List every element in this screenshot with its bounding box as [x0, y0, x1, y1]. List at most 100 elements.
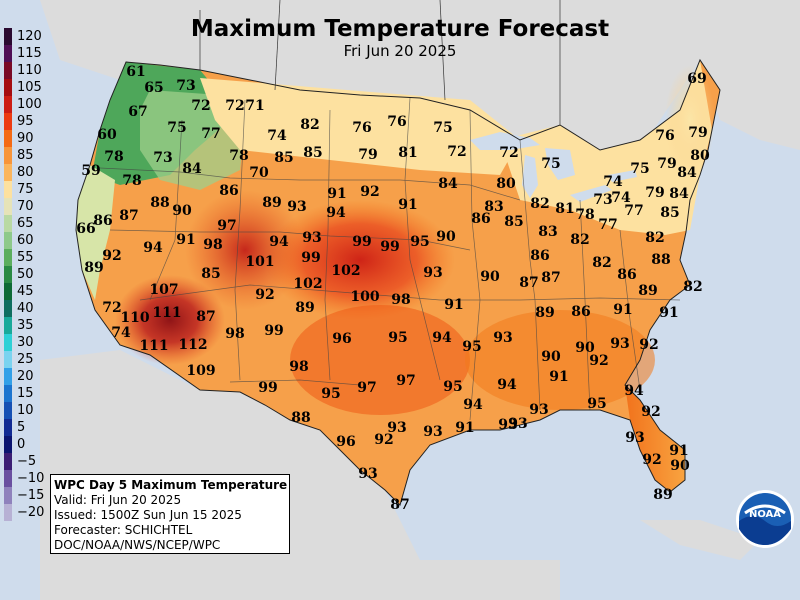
temperature-value: 88 [651, 252, 670, 268]
temperature-value: 98 [225, 326, 244, 342]
legend-value: 100 [17, 97, 42, 112]
ne-cool-core [665, 65, 715, 175]
legend-entry: 120 [0, 28, 48, 45]
map-title: Maximum Temperature Forecast [190, 16, 610, 42]
legend-value: 65 [17, 216, 34, 231]
legend-entry: 75 [0, 181, 48, 198]
legend-color-swatch [4, 487, 12, 504]
temperature-value: 93 [423, 424, 442, 440]
temperature-value: 83 [484, 199, 503, 215]
temperature-value: 94 [269, 234, 289, 250]
temperature-value: 90 [436, 229, 456, 245]
temperature-value: 109 [186, 363, 215, 379]
noaa-logo: NOAA [736, 490, 794, 548]
legend-entry: 70 [0, 198, 48, 215]
northern-tier-cool [200, 78, 520, 175]
temperature-value: 59 [81, 163, 100, 179]
temperature-value: 93 [302, 230, 321, 246]
temperature-value: 95 [462, 339, 481, 355]
utah-heat [185, 190, 305, 310]
temperature-value: 97 [357, 380, 376, 396]
temperature-value: 84 [182, 161, 202, 177]
temperature-value: 99 [301, 250, 320, 266]
legend-color-swatch [4, 215, 12, 232]
temperature-value: 60 [97, 127, 117, 143]
organization: DOC/NOAA/NWS/NCEP/WPC [54, 538, 221, 552]
temperature-value: 98 [391, 292, 410, 308]
temperature-value: 102 [293, 276, 322, 292]
legend-value: 55 [17, 250, 34, 265]
noaa-logo-text: NOAA [749, 509, 781, 520]
temperature-value: 88 [291, 410, 310, 426]
temperature-value: 78 [122, 173, 141, 189]
legend-color-swatch [4, 334, 12, 351]
temperature-value: 95 [388, 330, 407, 346]
temperature-value: 91 [176, 232, 195, 248]
temperature-value: 84 [677, 165, 697, 181]
temperature-value: 82 [683, 279, 702, 295]
temperature-value: 94 [326, 205, 346, 221]
temperature-value: 87 [119, 208, 138, 224]
legend-value: −15 [17, 488, 45, 503]
temperature-value: 81 [398, 145, 417, 161]
temperature-value: 89 [295, 300, 314, 316]
lake-ontario [608, 170, 637, 182]
canada-land [40, 0, 800, 175]
temperature-value: 79 [358, 147, 377, 163]
legend-color-swatch [4, 470, 12, 487]
temperature-value: 91 [327, 186, 346, 202]
temperature-value: 82 [592, 255, 611, 271]
temperature-value: 78 [229, 148, 248, 164]
temperature-value: 95 [410, 234, 429, 250]
temperature-value: 99 [264, 323, 283, 339]
temperature-value: 77 [201, 126, 220, 142]
legend-entry: 20 [0, 368, 48, 385]
temperature-value: 99 [352, 234, 371, 250]
temperature-value: 72 [225, 98, 244, 114]
legend-color-swatch [4, 317, 12, 334]
legend-entry: 5 [0, 419, 48, 436]
us-outline [75, 58, 721, 506]
temperature-value: 94 [432, 330, 452, 346]
legend-entry: 100 [0, 96, 48, 113]
temperature-value: 75 [541, 156, 560, 172]
legend-value: 120 [17, 29, 42, 44]
legend-color-swatch [4, 419, 12, 436]
temperature-value: 94 [463, 397, 483, 413]
temperature-value: 79 [657, 156, 676, 172]
temperature-value: 94 [624, 383, 644, 399]
temperature-value: 80 [496, 176, 516, 192]
temperature-value: 89 [84, 260, 103, 276]
temperature-value: 82 [645, 230, 664, 246]
lake-michigan [522, 155, 538, 198]
temperature-value: 98 [203, 237, 222, 253]
desert-heat [115, 275, 225, 365]
legend-value: 110 [17, 63, 42, 78]
legend-value: 10 [17, 403, 34, 418]
temperature-value: 93 [610, 336, 629, 352]
temperature-value: 77 [624, 203, 643, 219]
temperature-value: 86 [617, 267, 636, 283]
temperature-value: 86 [93, 213, 112, 229]
temperature-value: 89 [638, 283, 657, 299]
temperature-value: 66 [76, 221, 95, 237]
temperature-value: 73 [593, 192, 612, 208]
temperature-value: 85 [660, 205, 679, 221]
legend-value: 95 [17, 114, 34, 129]
temperature-value: 93 [358, 466, 377, 482]
temperature-value: 78 [104, 149, 123, 165]
temperature-value: 91 [455, 420, 474, 436]
temperature-value: 90 [670, 458, 690, 474]
legend-entry: −10 [0, 470, 48, 487]
legend-entry: 10 [0, 402, 48, 419]
temperature-value: 89 [535, 305, 554, 321]
texas-heat [290, 305, 470, 415]
legend-entry: 65 [0, 215, 48, 232]
temperature-value: 87 [196, 309, 215, 325]
temperature-value: 84 [669, 186, 689, 202]
temperature-value: 65 [144, 80, 163, 96]
temperature-value: 90 [172, 203, 192, 219]
legend-value: 0 [17, 437, 26, 452]
legend-entry: 25 [0, 351, 48, 368]
temperature-value: 98 [289, 359, 308, 375]
